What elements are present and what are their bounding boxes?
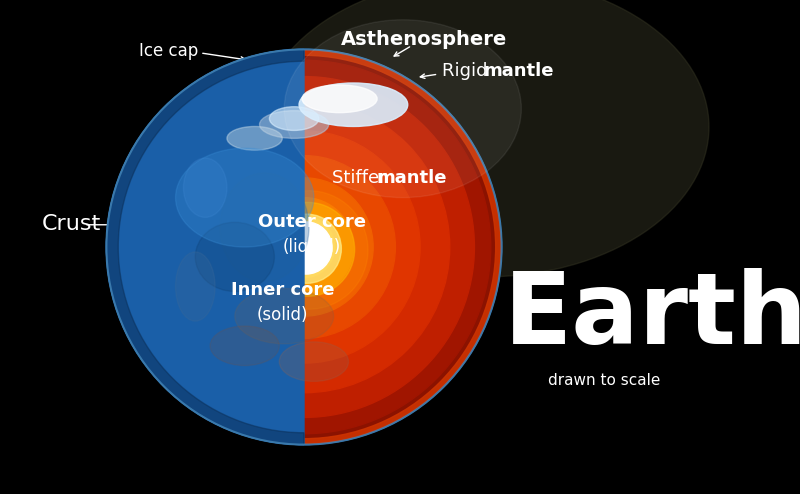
Circle shape [250,191,368,309]
Text: Inner core: Inner core [230,282,334,299]
Wedge shape [304,178,373,316]
Wedge shape [304,216,334,278]
Text: mantle: mantle [483,62,554,80]
Wedge shape [304,101,450,393]
Ellipse shape [309,124,378,153]
Wedge shape [304,233,318,261]
Text: Asthenosphere: Asthenosphere [341,30,507,49]
Ellipse shape [270,331,358,380]
Circle shape [261,203,354,296]
Wedge shape [304,77,474,417]
Wedge shape [304,198,354,296]
Text: (liquid): (liquid) [283,238,341,256]
Wedge shape [106,49,304,445]
Text: drawn to scale: drawn to scale [548,373,660,388]
Ellipse shape [270,107,319,130]
Text: Earth: Earth [504,268,800,365]
Ellipse shape [274,277,354,336]
Wedge shape [304,131,420,363]
Wedge shape [304,156,395,338]
Wedge shape [106,49,502,445]
Ellipse shape [299,83,408,126]
Ellipse shape [195,227,294,306]
Ellipse shape [270,107,319,130]
Text: Rigid: Rigid [442,62,494,80]
Ellipse shape [175,148,314,247]
Ellipse shape [186,336,265,375]
Wedge shape [106,49,304,445]
Ellipse shape [235,111,334,146]
Ellipse shape [235,288,334,344]
Wedge shape [304,50,501,444]
Circle shape [280,222,332,274]
Ellipse shape [166,128,343,247]
Text: Crust: Crust [42,214,101,234]
Text: Ice cap: Ice cap [139,42,198,60]
Ellipse shape [220,173,309,282]
Wedge shape [304,60,490,434]
Ellipse shape [279,342,349,381]
Ellipse shape [195,222,274,291]
Ellipse shape [259,0,709,277]
Text: (solid): (solid) [257,306,308,324]
Circle shape [272,214,342,284]
Ellipse shape [227,126,282,150]
Ellipse shape [259,111,329,138]
Ellipse shape [220,296,329,356]
Text: Stiffer: Stiffer [332,169,392,187]
Text: mantle: mantle [376,169,446,187]
Ellipse shape [302,85,377,113]
Text: Outer core: Outer core [258,213,366,231]
Ellipse shape [299,83,408,126]
Ellipse shape [183,158,227,217]
Wedge shape [304,50,501,444]
Ellipse shape [302,85,377,113]
Circle shape [106,49,502,445]
Circle shape [282,224,330,272]
Ellipse shape [284,20,522,198]
Ellipse shape [235,158,334,277]
Ellipse shape [210,326,279,366]
Ellipse shape [175,252,215,321]
